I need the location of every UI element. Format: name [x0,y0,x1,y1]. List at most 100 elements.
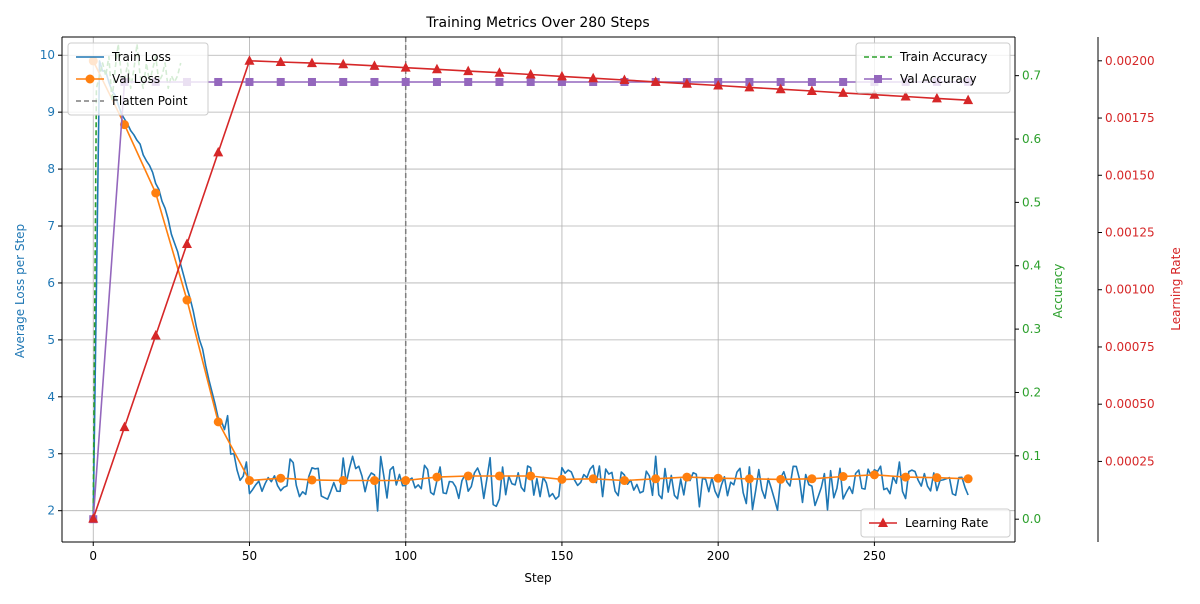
accuracy-tick-label: 0.5 [1022,195,1041,209]
learning-rate-tick-label: 0.00100 [1105,283,1155,297]
learning-rate-point [150,330,161,340]
x-tick-label: 250 [863,549,886,563]
legend-label: Val Accuracy [900,72,977,86]
val-loss-point [651,474,661,484]
learning-rate-axis-label: Learning Rate [1169,247,1183,330]
learning-rate-point [806,85,817,96]
legend-marker [874,75,882,83]
loss-tick-label: 6 [47,276,55,290]
legend-label: Train Accuracy [899,50,987,64]
legend-frame [67,42,209,116]
learning-rate-tick-label: 0.00125 [1105,225,1155,239]
series-layer [88,37,974,542]
loss-tick-label: 9 [47,105,55,119]
val-loss-point [276,473,286,483]
learning-rate-tick-label: 0.00075 [1105,340,1155,354]
learning-rate-point [838,87,849,97]
val-loss-point [307,475,317,485]
val-accuracy-point [495,77,504,86]
learning-rate-point [275,56,286,66]
loss-tick-label: 7 [47,219,55,233]
learning-rate-point [556,70,567,81]
legend-label: Flatten Point [112,94,188,108]
val-loss-point [432,472,442,482]
val-accuracy-point [807,77,816,86]
x-tick-label: 200 [707,549,730,563]
loss-tick-label: 3 [47,447,55,461]
val-loss-point [338,476,348,486]
learning-rate-point [181,238,192,248]
x-tick-label: 100 [394,549,417,563]
learning-rate-point [338,58,349,69]
legend-label: Val Loss [112,72,160,86]
val-accuracy-point [839,77,848,86]
loss-tick-label: 4 [47,390,55,404]
learning-rate-point [400,62,411,72]
series-learning-rate [88,55,974,523]
learning-rate-point [963,94,974,105]
loss-tick-label: 10 [40,48,55,62]
val-loss-point [463,471,473,481]
val-loss-point [494,471,504,481]
learning-rate-point [306,57,317,68]
legend-marker [878,517,888,527]
val-loss-point [182,295,192,305]
series-line [92,60,969,519]
accuracy-tick-label: 0.6 [1022,132,1041,146]
val-accuracy-point [245,77,254,86]
learning-rate-point [88,513,99,523]
x-axis-label: Step [524,571,551,585]
accuracy-axis-label: Accuracy [1051,264,1065,319]
legend-frame [860,508,1011,538]
learning-rate-point [463,65,474,76]
legend-frame [855,42,1011,94]
learning-rate-point [713,80,724,90]
accuracy-tick-label: 0.2 [1022,385,1041,399]
val-loss-point [682,472,692,482]
learning-rate-point [681,78,692,88]
accuracy-tick-label: 0.3 [1022,322,1041,336]
legend-accuracy: Train Accuracy Val Accuracy [855,42,1011,94]
learning-rate-point [119,421,130,432]
val-loss-point [619,476,629,486]
grid [62,37,1015,542]
x-tick-label: 0 [89,549,97,563]
val-accuracy-point [401,77,410,86]
learning-rate-point [525,69,536,79]
val-accuracy-point [526,77,535,86]
learning-rate-point [744,81,755,92]
val-loss-point [151,188,161,198]
legend-loss: Train Loss Val Loss Flatten Point [67,42,209,116]
series-val-loss [88,56,973,486]
val-accuracy-point [214,77,223,86]
learning-rate-point [369,60,380,70]
accuracy-tick-label: 0.4 [1022,259,1041,273]
series-line [92,60,969,482]
series-line [92,60,969,520]
val-accuracy-point [339,77,348,86]
val-loss-point [369,476,379,486]
val-loss-point [588,474,598,484]
val-accuracy-point [557,77,566,86]
learning-rate-point [775,83,786,94]
val-loss-point [744,474,754,484]
accuracy-tick-label: 0.1 [1022,449,1041,463]
legend-learning-rate: Learning Rate [860,508,1011,538]
val-loss-point [244,476,254,486]
learning-rate-point [494,67,505,77]
val-accuracy-point [432,77,441,86]
learning-rate-tick-label: 0.00025 [1105,454,1155,468]
val-loss-point [213,417,223,427]
learning-rate-point [900,91,911,101]
series-train-loss [92,60,969,520]
learning-rate-point [213,146,224,157]
val-loss-point [526,471,536,481]
val-loss-point [713,473,723,483]
val-loss-point [901,472,911,482]
val-accuracy-point [776,77,785,86]
accuracy-tick-label: 0.7 [1022,69,1041,83]
chart-title: Training Metrics Over 280 Steps [425,15,649,31]
loss-tick-label: 8 [47,162,55,176]
